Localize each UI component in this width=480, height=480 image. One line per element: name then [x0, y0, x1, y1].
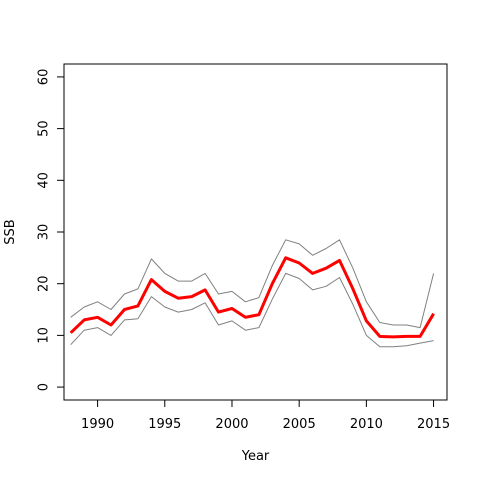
y-tick-label: 20: [37, 275, 52, 292]
y-tick-label: 60: [37, 69, 52, 86]
x-tick-label: 1990: [81, 417, 114, 432]
y-tick-label: 40: [37, 172, 52, 189]
series-line-estimate: [69, 256, 435, 339]
series-line-lower: [70, 272, 434, 348]
y-tick-label: 50: [37, 120, 52, 137]
y-tick-label: 10: [37, 327, 52, 344]
x-tick-label: 2015: [417, 417, 450, 432]
y-tick-label: 30: [37, 224, 52, 241]
x-tick-label: 2000: [215, 417, 248, 432]
x-axis-label: Year: [241, 449, 270, 464]
x-axis: 1990 1995 2000 2005 2010 2015: [81, 399, 450, 432]
series-lines: [69, 239, 435, 348]
x-tick-label: 2010: [350, 417, 383, 432]
series-line-upper: [70, 239, 435, 329]
x-tick-label: 1995: [148, 417, 181, 432]
x-tick-label: 2005: [283, 417, 316, 432]
y-tick-label: 0: [37, 383, 52, 391]
y-axis-label: SSB: [3, 219, 18, 244]
y-axis: 0 10 20 30 40 50 60: [37, 69, 65, 391]
